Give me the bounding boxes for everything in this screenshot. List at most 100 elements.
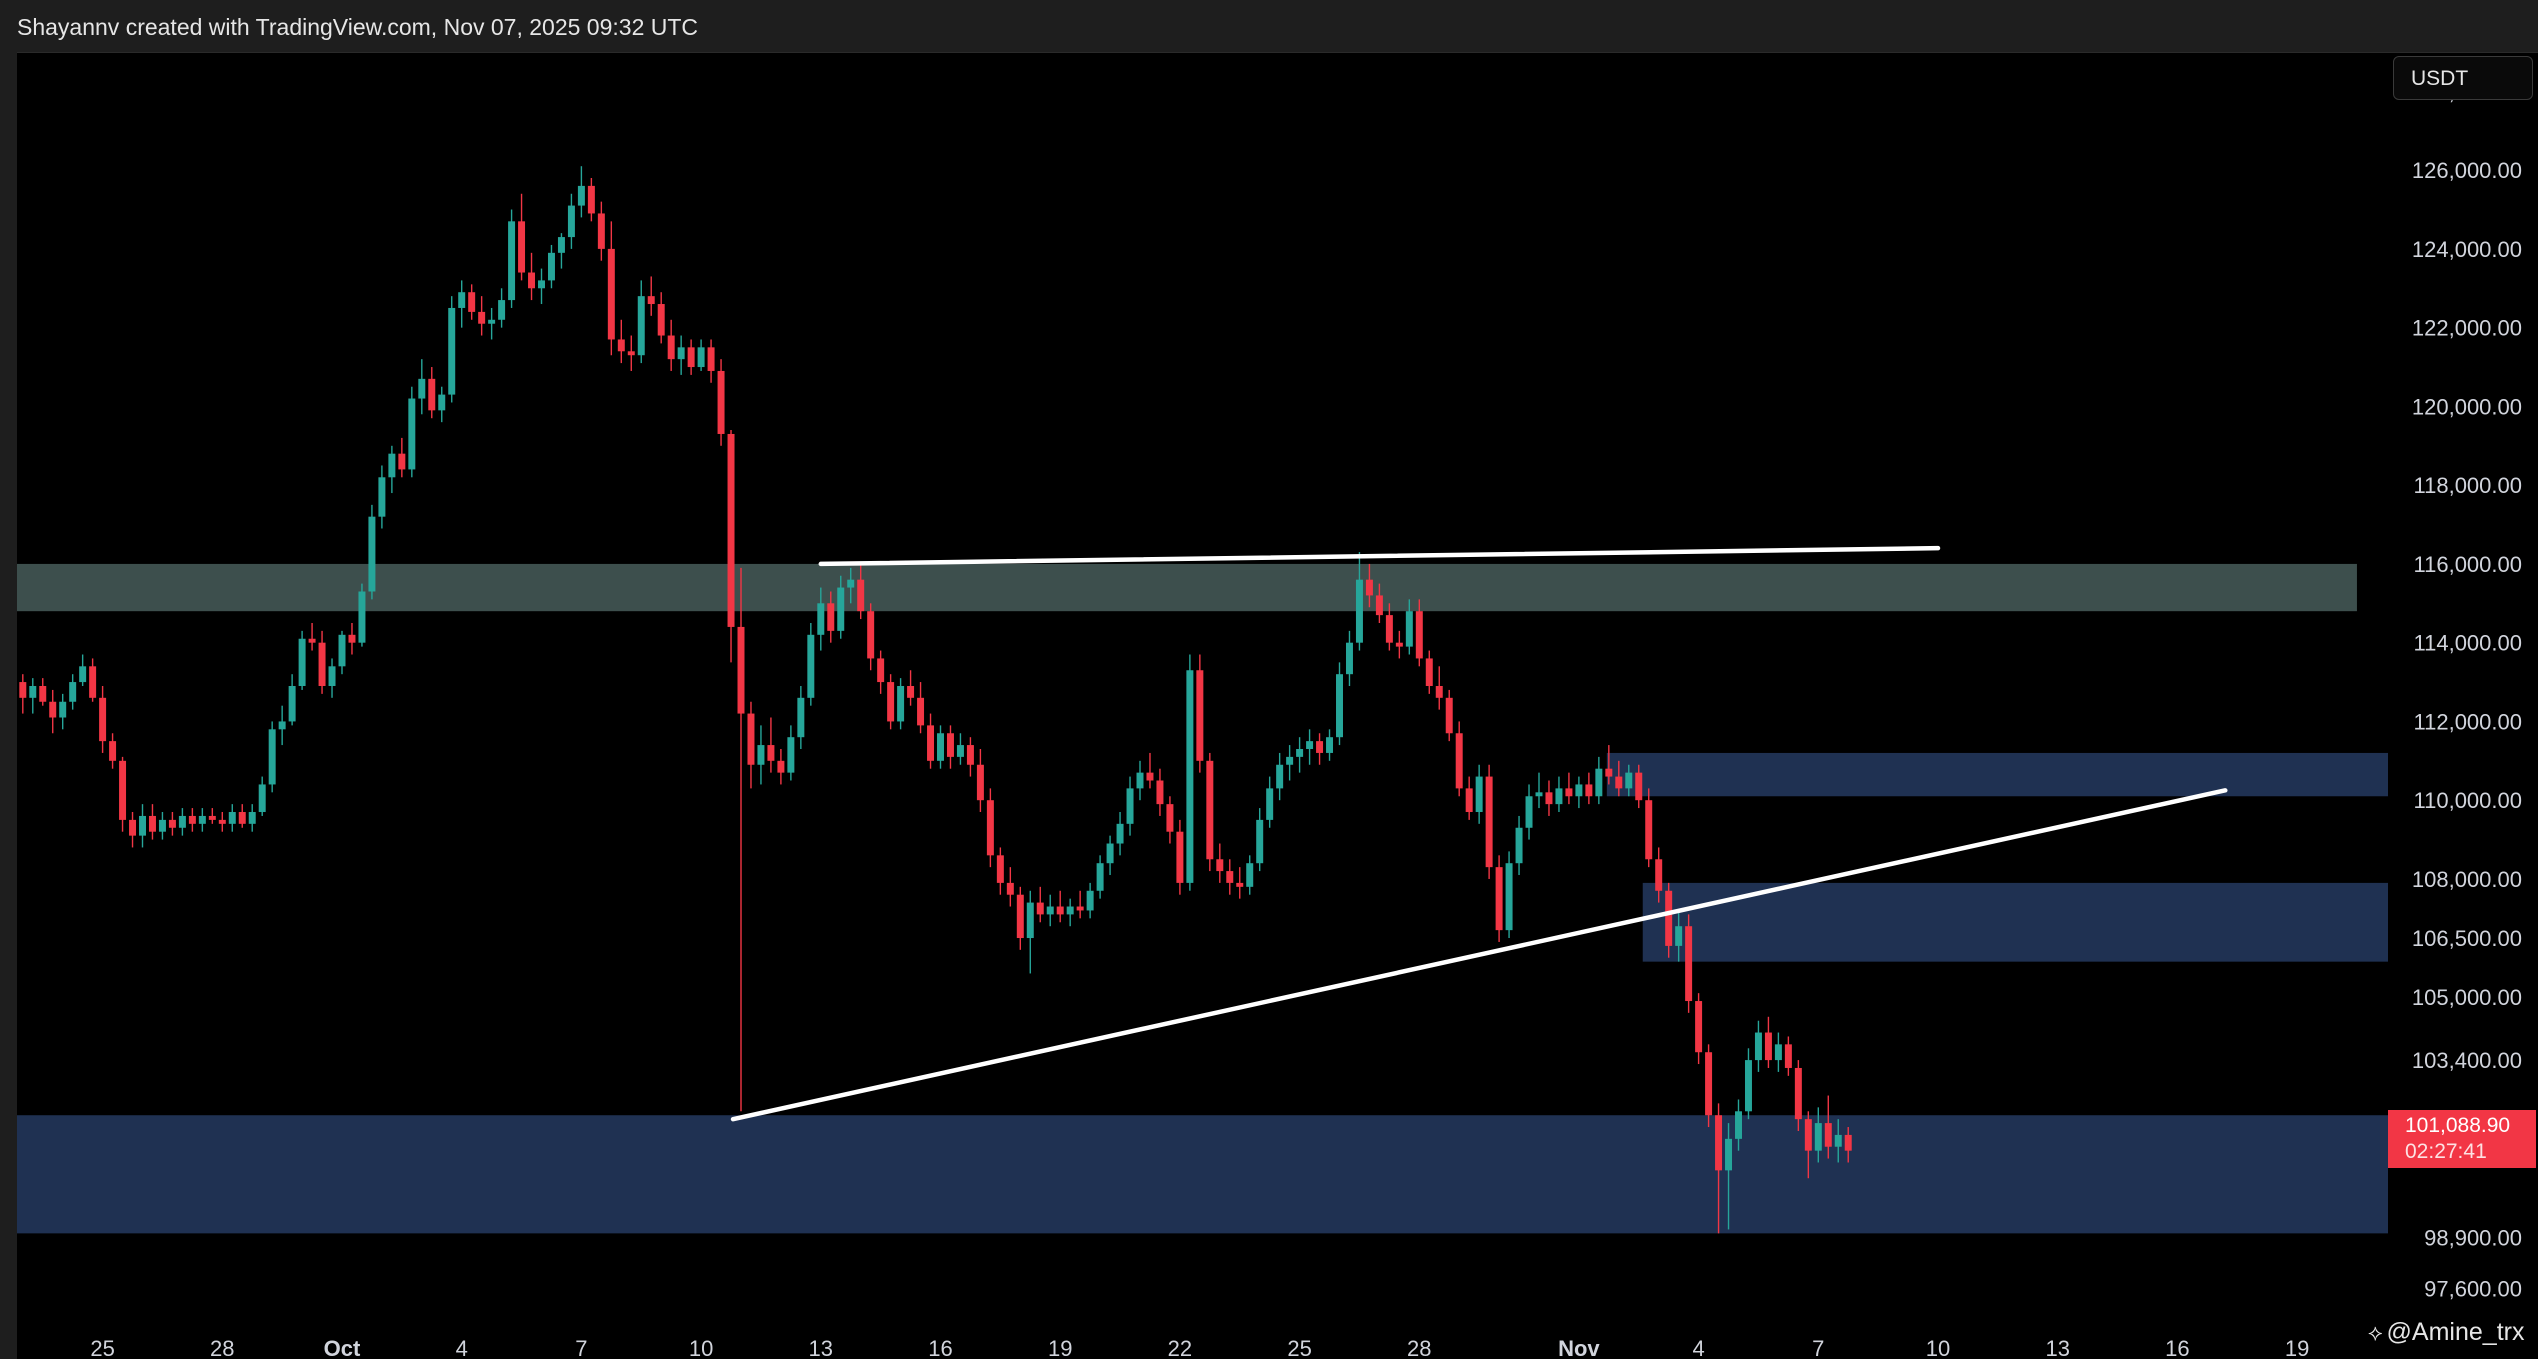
- candle-body: [1176, 831, 1184, 883]
- candle-body: [717, 370, 725, 434]
- candles-layer: [19, 166, 1852, 1234]
- candle-body: [1236, 882, 1244, 887]
- candle-body: [1475, 776, 1483, 813]
- candle-body: [119, 760, 127, 820]
- candle-body: [1066, 906, 1074, 915]
- candle-body: [528, 272, 536, 289]
- candle-body: [1455, 733, 1463, 789]
- candle-body: [577, 185, 585, 206]
- candle-body: [258, 784, 266, 813]
- candle-body: [1505, 863, 1513, 931]
- upper-trendline: [818, 545, 1941, 567]
- candle-body: [488, 319, 496, 324]
- chart-credit: Shayannv created with TradingView.com, N…: [17, 14, 699, 40]
- candle-body: [1136, 772, 1144, 789]
- candle-body: [897, 686, 905, 722]
- time-tick-label: 25: [1287, 1336, 1311, 1359]
- time-tick-label: 19: [1048, 1336, 1072, 1359]
- candle-body: [657, 304, 665, 336]
- candle-body: [1146, 772, 1154, 781]
- candle-body: [1774, 1044, 1782, 1061]
- candle-body: [727, 433, 735, 627]
- candle-body: [1296, 749, 1304, 757]
- candle-body: [877, 658, 885, 683]
- candle-body: [1435, 686, 1443, 698]
- candle-body: [956, 745, 964, 757]
- candle-body: [478, 311, 486, 324]
- candle-body: [1715, 1115, 1723, 1171]
- candle-body: [797, 697, 805, 738]
- candle-body: [1375, 595, 1383, 616]
- candle-body: [946, 733, 954, 757]
- time-tick-label: 7: [575, 1336, 587, 1359]
- candle-body: [1316, 741, 1324, 753]
- price-tick-label: 126,000.00: [2412, 158, 2522, 183]
- candle-body: [1615, 776, 1623, 789]
- candle-body: [937, 733, 944, 761]
- candle-body: [1276, 764, 1284, 789]
- time-tick-label: 4: [1692, 1336, 1704, 1359]
- candle-body: [927, 725, 935, 761]
- candle-body: [1804, 1119, 1812, 1151]
- candle-body: [218, 819, 226, 824]
- price-tick-label: 110,000.00: [2414, 788, 2522, 813]
- candle-body: [1216, 859, 1224, 872]
- candle-body: [1764, 1032, 1772, 1061]
- candle-body: [837, 587, 845, 631]
- candle-body: [767, 745, 775, 761]
- candle-body: [1635, 772, 1643, 801]
- last-price-value: 101,088.90: [2405, 1114, 2511, 1137]
- candle-body: [378, 477, 386, 517]
- candle-body: [458, 292, 466, 308]
- candle-body: [1645, 800, 1653, 860]
- bar-countdown: 02:27:41: [2405, 1140, 2487, 1163]
- candle-body: [1096, 863, 1104, 891]
- candle-body: [1345, 642, 1353, 675]
- candle-body: [1425, 658, 1433, 686]
- candle-body: [448, 307, 456, 395]
- candle-body: [1735, 1111, 1742, 1139]
- candle-body: [298, 638, 306, 686]
- candle-body: [1256, 819, 1264, 864]
- candle-body: [1585, 784, 1593, 797]
- supply-zone-upper: [1606, 752, 2388, 797]
- time-tick-label: 19: [2285, 1336, 2309, 1359]
- candle-body: [418, 378, 426, 399]
- time-tick-label: 22: [1168, 1336, 1192, 1359]
- resistance-zone: [17, 563, 2357, 612]
- candle-body: [757, 745, 765, 765]
- candle-body: [158, 819, 166, 832]
- candle-body: [208, 815, 216, 820]
- candle-body: [1725, 1138, 1733, 1171]
- candle-body: [1336, 674, 1343, 738]
- candle-body: [1405, 611, 1413, 647]
- candle-body: [1794, 1067, 1802, 1120]
- candle-body: [69, 682, 77, 702]
- chart-header: Shayannv created with TradingView.com, N…: [0, 0, 2538, 53]
- candle-body: [847, 579, 855, 588]
- candle-body: [109, 741, 117, 761]
- candle-body: [687, 347, 695, 368]
- candle-body: [617, 339, 625, 352]
- candle-body: [1824, 1123, 1832, 1147]
- candle-body: [468, 292, 476, 312]
- candle-body: [1006, 882, 1014, 895]
- candle-body: [1685, 926, 1693, 1002]
- candle-body: [1595, 768, 1603, 797]
- currency-selector[interactable]: USDT: [2393, 56, 2533, 100]
- time-tick-label: 28: [210, 1336, 234, 1359]
- tradingview-logo-icon: ⟡: [2368, 1320, 2383, 1345]
- candle-body: [597, 213, 605, 249]
- candle-body: [129, 819, 137, 836]
- candle-body: [89, 666, 97, 698]
- candle-body: [1186, 670, 1194, 883]
- candle-body: [168, 819, 176, 828]
- candle-body: [557, 237, 565, 253]
- candle-body: [1156, 780, 1164, 805]
- candle-body: [1036, 902, 1044, 915]
- candle-body: [1744, 1060, 1752, 1112]
- candle-body: [1086, 890, 1094, 911]
- lower-trendline: [730, 788, 2228, 1122]
- time-tick-label: Oct: [324, 1336, 361, 1359]
